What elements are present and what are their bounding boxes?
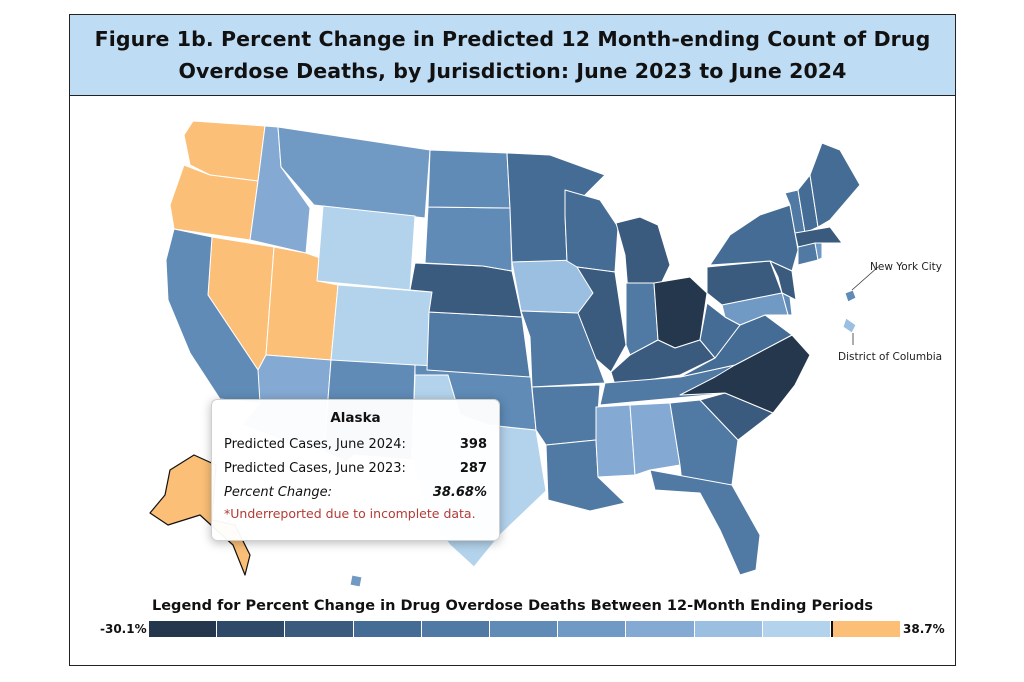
legend-bin <box>353 621 422 637</box>
legend-title: Legend for Percent Change in Drug Overdo… <box>151 598 873 614</box>
tooltip-row-percent: Percent Change: 38.68% <box>224 480 487 504</box>
state-ks[interactable] <box>426 311 531 378</box>
legend-color-bar <box>149 621 901 637</box>
legend-bin <box>830 621 901 637</box>
tooltip-label: Predicted Cases, June 2024: <box>224 436 406 452</box>
tooltip-value: 398 <box>459 436 487 452</box>
legend-bin <box>285 621 354 637</box>
legend-bin <box>149 621 218 637</box>
nyc-callout-line <box>851 266 879 291</box>
tooltip-label: Percent Change: <box>224 484 332 500</box>
state-fl[interactable] <box>649 469 761 576</box>
legend-bin <box>217 621 286 637</box>
state-mi[interactable] <box>615 216 671 293</box>
state-nyc[interactable] <box>844 289 857 303</box>
state-il[interactable] <box>576 266 627 373</box>
legend-bin <box>626 621 695 637</box>
legend-bin <box>558 621 627 637</box>
state-wy[interactable] <box>316 205 416 291</box>
state-ms[interactable] <box>595 404 636 478</box>
state-md[interactable] <box>721 292 789 326</box>
us-map: New York City District of Columbia <box>149 120 942 588</box>
state-wi[interactable] <box>564 189 619 273</box>
tooltip-value: 287 <box>459 460 487 476</box>
state-nd[interactable] <box>427 149 511 209</box>
state-ct[interactable] <box>797 242 819 266</box>
legend-max-label: 38.7% <box>903 622 945 636</box>
state-nc[interactable] <box>679 334 811 414</box>
legend-min-label: -30.1% <box>100 622 147 636</box>
legend-bin <box>762 621 831 637</box>
state-al[interactable] <box>629 402 681 476</box>
figure-title: Figure 1b. Percent Change in Predicted 1… <box>70 15 955 96</box>
legend-bin <box>489 621 559 637</box>
legend-bin <box>694 621 763 637</box>
state-tooltip: Alaska Predicted Cases, June 2024: 398 P… <box>211 399 500 541</box>
state-me[interactable] <box>809 142 861 228</box>
tooltip-note: *Underreported due to incomplete data. <box>224 506 476 521</box>
state-sd[interactable] <box>424 206 513 272</box>
title-line-1: Figure 1b. Percent Change in Predicted 1… <box>94 27 931 51</box>
legend: -30.1% 38.7% <box>70 621 955 637</box>
nyc-callout-label: New York City <box>870 261 942 273</box>
tooltip-title: Alaska <box>330 410 381 426</box>
title-line-2: Overdose Deaths, by Jurisdiction: June 2… <box>178 59 847 83</box>
state-dc[interactable] <box>842 317 857 334</box>
state-oh[interactable] <box>653 276 708 349</box>
state-ri[interactable] <box>814 242 823 261</box>
state-co[interactable] <box>330 284 433 371</box>
tooltip-row-2024: Predicted Cases, June 2024: 398 <box>224 432 487 456</box>
state-ma[interactable] <box>794 226 843 248</box>
legend-bin <box>421 621 490 637</box>
tooltip-value: 38.68% <box>432 484 487 500</box>
tooltip-label: Predicted Cases, June 2023: <box>224 460 406 476</box>
state-ny[interactable] <box>709 204 799 272</box>
figure-frame: Figure 1b. Percent Change in Predicted 1… <box>69 14 956 666</box>
state-ar[interactable] <box>531 384 601 446</box>
tooltip-row-2023: Predicted Cases, June 2023: 287 <box>224 456 487 480</box>
dc-callout-label: District of Columbia <box>838 351 942 363</box>
state-hi[interactable] <box>349 574 363 588</box>
